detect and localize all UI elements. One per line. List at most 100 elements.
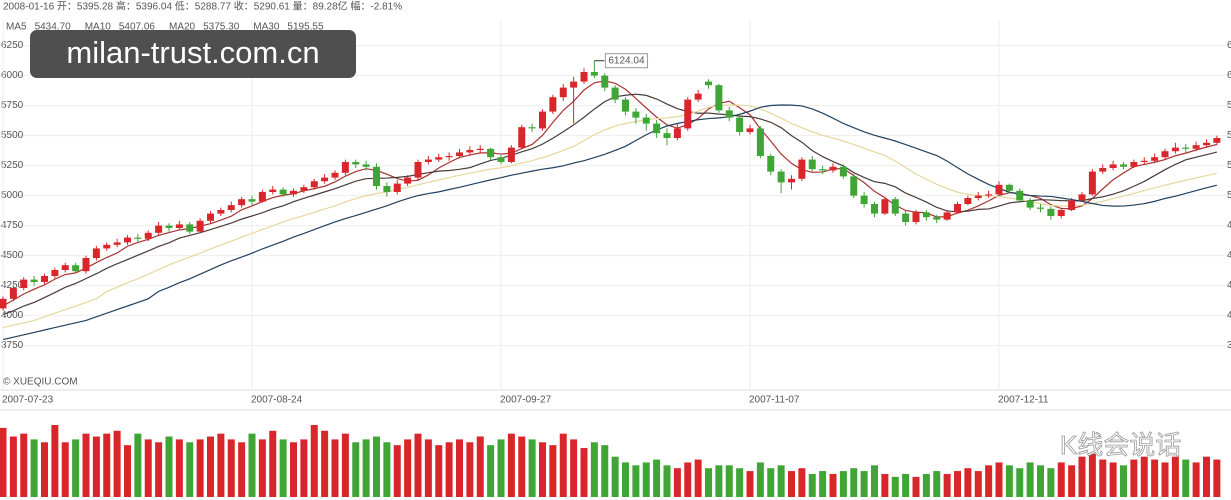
volume-bar xyxy=(238,442,246,497)
volume-bar xyxy=(300,439,308,497)
candle-body xyxy=(466,150,474,153)
volume-bar xyxy=(393,445,401,497)
volume-bar xyxy=(559,433,567,497)
y-tick-label-right: 5750 xyxy=(1227,100,1231,111)
volume-bar xyxy=(1068,465,1076,497)
y-tick-label: 6250 xyxy=(1,40,24,51)
volume-bar xyxy=(1151,459,1159,497)
y-tick-label: 4750 xyxy=(1,220,24,231)
y-tick-label-right: 6250 xyxy=(1227,40,1231,51)
candle-body xyxy=(871,204,878,214)
copyright: © XUEQIU.COM xyxy=(3,377,78,388)
volume-bar xyxy=(518,436,526,497)
candle-body xyxy=(82,258,90,272)
candle-body xyxy=(995,184,1003,195)
candle-body xyxy=(414,162,422,178)
candle-body xyxy=(1109,164,1117,168)
candle-body xyxy=(642,117,650,124)
x-tick-label: 2007-11-07 xyxy=(749,395,800,406)
candle-body xyxy=(539,111,546,129)
y-tick-label: 5750 xyxy=(1,100,24,111)
volume-bar xyxy=(1161,462,1169,497)
volume-bar xyxy=(1171,456,1179,497)
candle-body xyxy=(725,110,733,118)
y-tick-label-right: 5250 xyxy=(1227,160,1231,171)
candle-body xyxy=(891,199,899,214)
volume-bar xyxy=(1078,456,1086,497)
volume-bar xyxy=(113,430,121,497)
candles: 6124.04 xyxy=(0,53,1221,311)
candle-body xyxy=(746,128,754,132)
volume-bar xyxy=(41,442,48,497)
candle-body xyxy=(798,159,806,179)
candle-body xyxy=(788,178,795,183)
volume-bar xyxy=(601,445,609,497)
candle-body xyxy=(922,212,930,218)
volume-bar xyxy=(653,459,661,497)
volume-bar xyxy=(134,433,142,497)
legend-name: MA5 xyxy=(6,22,27,33)
volume-bar xyxy=(445,442,453,497)
volume-bar xyxy=(1140,456,1148,497)
volume-bar xyxy=(487,445,495,497)
volume-bar xyxy=(207,436,214,497)
volume-bar xyxy=(82,433,90,497)
candle-body xyxy=(1120,164,1127,167)
candle-body xyxy=(756,128,764,156)
candle-body xyxy=(974,195,982,198)
volume-bar xyxy=(611,456,619,497)
candle-body xyxy=(279,189,287,195)
legend-value: 5195.55 xyxy=(287,22,324,33)
candle-body xyxy=(1088,171,1096,195)
candle-body xyxy=(227,205,235,210)
volume-bar xyxy=(290,442,297,497)
volume-bar xyxy=(72,439,80,497)
candle-body xyxy=(860,195,868,204)
legend-value: 5407.06 xyxy=(119,22,156,33)
volume-bar xyxy=(1109,462,1117,497)
candle-body xyxy=(41,276,48,282)
candle-body xyxy=(653,123,661,134)
y-tick-label: 5250 xyxy=(1,160,24,171)
volume-bar xyxy=(373,436,380,497)
candle-body xyxy=(767,156,775,172)
candle-body xyxy=(445,156,453,158)
candle-body xyxy=(912,212,920,222)
candle-body xyxy=(155,225,163,233)
candle-body xyxy=(186,224,194,232)
candle-body xyxy=(92,248,100,258)
brand: K线会说话 xyxy=(1060,430,1181,460)
candle-body xyxy=(964,198,972,204)
volume-bar xyxy=(175,439,183,497)
candle-body xyxy=(196,220,204,232)
y-tick-label-right: 4500 xyxy=(1227,250,1231,261)
legend-name: MA30 xyxy=(253,22,280,33)
candle-body xyxy=(20,279,28,288)
volume-bar xyxy=(632,465,640,497)
volume-bar xyxy=(404,439,412,497)
quote-info: 2008-01-16 开：5395.28 高：5396.04 低：5288.77… xyxy=(3,0,402,13)
candle-body xyxy=(310,181,318,188)
candle-body xyxy=(673,128,681,138)
volume-bar xyxy=(1182,459,1190,497)
candle-body xyxy=(165,225,173,228)
x-tick-label: 2007-07-23 xyxy=(2,395,54,406)
candle-body xyxy=(808,159,816,170)
volume-bar xyxy=(715,465,723,497)
volume-bar xyxy=(30,439,38,497)
y-tick-label: 5000 xyxy=(1,190,24,201)
volume-bar xyxy=(165,436,173,497)
candle-body xyxy=(352,162,360,165)
candle-body xyxy=(124,237,131,243)
volume-bar xyxy=(902,473,910,497)
candle-body xyxy=(476,148,484,150)
volume-bar xyxy=(1057,462,1065,497)
volume-bar xyxy=(590,442,598,497)
y-tick-label: 4500 xyxy=(1,250,24,261)
volume-bar xyxy=(103,433,111,497)
candle-body xyxy=(248,199,256,202)
volume-bar xyxy=(985,465,993,497)
volume-bar xyxy=(341,433,349,497)
y-tick-label: 4250 xyxy=(1,280,24,291)
y-tick-label: 4000 xyxy=(1,310,24,321)
